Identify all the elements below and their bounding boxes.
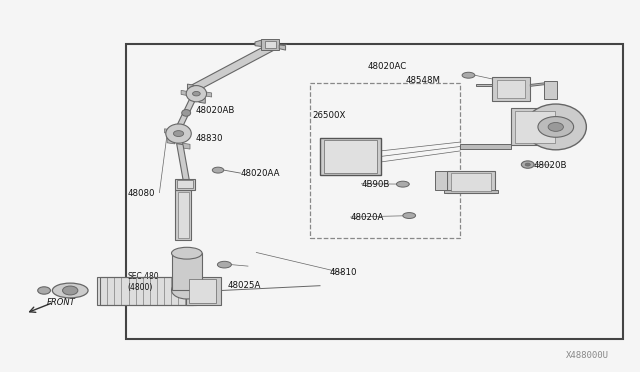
Text: 48020A: 48020A xyxy=(351,213,384,222)
Bar xyxy=(264,41,276,48)
Ellipse shape xyxy=(403,212,415,218)
Text: 26500X: 26500X xyxy=(312,111,346,121)
Polygon shape xyxy=(435,171,447,190)
Ellipse shape xyxy=(396,181,409,187)
Polygon shape xyxy=(164,129,171,134)
Bar xyxy=(310,83,460,238)
Ellipse shape xyxy=(462,72,475,78)
Text: 48830: 48830 xyxy=(196,134,223,142)
Bar xyxy=(497,80,525,98)
Ellipse shape xyxy=(38,287,51,294)
Bar xyxy=(515,111,555,143)
Text: 48080: 48080 xyxy=(127,189,155,198)
Text: 48810: 48810 xyxy=(330,268,357,277)
Text: 48020AA: 48020AA xyxy=(241,169,280,177)
Text: (4800): (4800) xyxy=(127,283,153,292)
Text: 48020B: 48020B xyxy=(534,161,567,170)
Bar xyxy=(451,173,492,191)
Ellipse shape xyxy=(172,247,202,259)
Bar xyxy=(544,81,557,99)
Bar xyxy=(97,277,196,305)
Text: 48020AC: 48020AC xyxy=(368,61,407,71)
Polygon shape xyxy=(255,40,261,46)
Ellipse shape xyxy=(522,161,534,168)
Polygon shape xyxy=(177,144,189,180)
Ellipse shape xyxy=(525,163,531,166)
Polygon shape xyxy=(476,84,492,86)
Bar xyxy=(172,253,202,290)
Ellipse shape xyxy=(548,122,563,131)
Bar xyxy=(125,44,623,339)
Polygon shape xyxy=(460,144,511,149)
Text: 48020AB: 48020AB xyxy=(196,106,235,115)
Bar xyxy=(186,277,221,305)
Bar xyxy=(492,77,531,101)
Polygon shape xyxy=(279,45,285,50)
Ellipse shape xyxy=(63,286,78,295)
Bar xyxy=(511,109,559,145)
Polygon shape xyxy=(181,90,188,96)
Bar xyxy=(447,171,495,193)
Bar xyxy=(320,138,381,175)
Polygon shape xyxy=(531,83,546,86)
Ellipse shape xyxy=(166,124,191,143)
Polygon shape xyxy=(167,138,175,144)
Polygon shape xyxy=(175,98,196,130)
Polygon shape xyxy=(199,97,205,103)
Bar xyxy=(175,190,191,240)
Ellipse shape xyxy=(173,131,184,137)
Text: FRONT: FRONT xyxy=(47,298,76,307)
Bar xyxy=(175,179,195,190)
Ellipse shape xyxy=(182,110,191,116)
Text: 48025A: 48025A xyxy=(228,281,261,290)
Text: SEC.480: SEC.480 xyxy=(127,272,159,281)
Ellipse shape xyxy=(193,92,200,96)
Ellipse shape xyxy=(218,261,232,268)
Bar xyxy=(261,39,279,50)
Polygon shape xyxy=(444,190,499,193)
Polygon shape xyxy=(188,84,194,90)
Polygon shape xyxy=(191,44,275,91)
Text: 4B90B: 4B90B xyxy=(362,180,390,189)
Ellipse shape xyxy=(538,116,573,137)
Ellipse shape xyxy=(525,104,586,150)
Ellipse shape xyxy=(172,281,202,299)
Bar xyxy=(100,277,193,305)
Ellipse shape xyxy=(212,167,224,173)
Bar xyxy=(177,180,193,188)
Ellipse shape xyxy=(186,86,207,102)
Bar xyxy=(324,140,377,173)
Bar xyxy=(189,279,216,304)
Polygon shape xyxy=(182,143,190,149)
Polygon shape xyxy=(205,92,212,97)
Text: X488000U: X488000U xyxy=(566,351,609,360)
Ellipse shape xyxy=(52,283,88,298)
Bar xyxy=(178,192,189,238)
Text: 48548M: 48548M xyxy=(406,76,441,85)
